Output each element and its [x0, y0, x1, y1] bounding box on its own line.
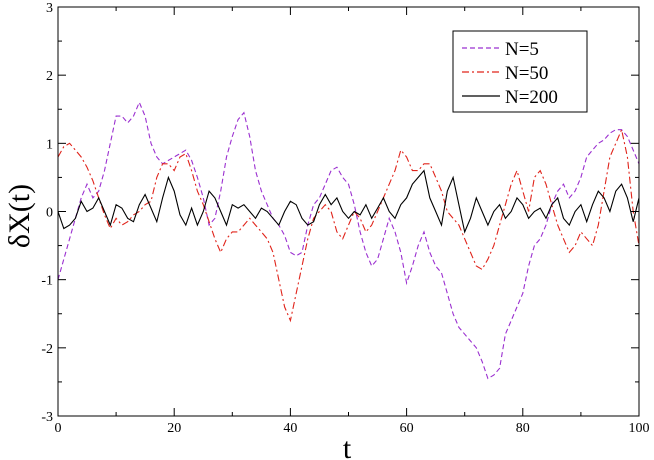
x-tick-label: 0 — [55, 421, 62, 436]
legend-label-1: N=5 — [505, 39, 539, 60]
y-tick-label: 1 — [46, 137, 53, 152]
y-tick-label: 0 — [46, 206, 53, 221]
x-tick-label: 20 — [167, 421, 181, 436]
legend: N=5 N=50 N=200 — [452, 30, 588, 113]
legend-label-3: N=200 — [505, 87, 558, 108]
x-tick-label: 100 — [629, 421, 650, 436]
x-axis-label: t — [343, 432, 352, 460]
series-line-3 — [58, 169, 639, 234]
series-line-1 — [58, 100, 639, 380]
x-tick-label: 60 — [400, 421, 414, 436]
legend-box — [452, 30, 588, 113]
legend-label-2: N=50 — [505, 63, 548, 84]
axes-layer: 0 20 40 60 80 100 -3 -2 -1 0 1 2 3 — [41, 1, 649, 436]
y-tick-label: -3 — [41, 410, 53, 425]
y-axis-label: δX(t) — [3, 184, 36, 248]
y-tick-label: -1 — [41, 274, 53, 289]
x-tick-label: 40 — [283, 421, 297, 436]
series-layer — [58, 100, 639, 380]
y-tick-label: -2 — [41, 342, 53, 357]
x-tick-label: 80 — [516, 421, 530, 436]
y-tick-label: 2 — [46, 69, 53, 84]
y-tick-label: 3 — [46, 1, 53, 16]
